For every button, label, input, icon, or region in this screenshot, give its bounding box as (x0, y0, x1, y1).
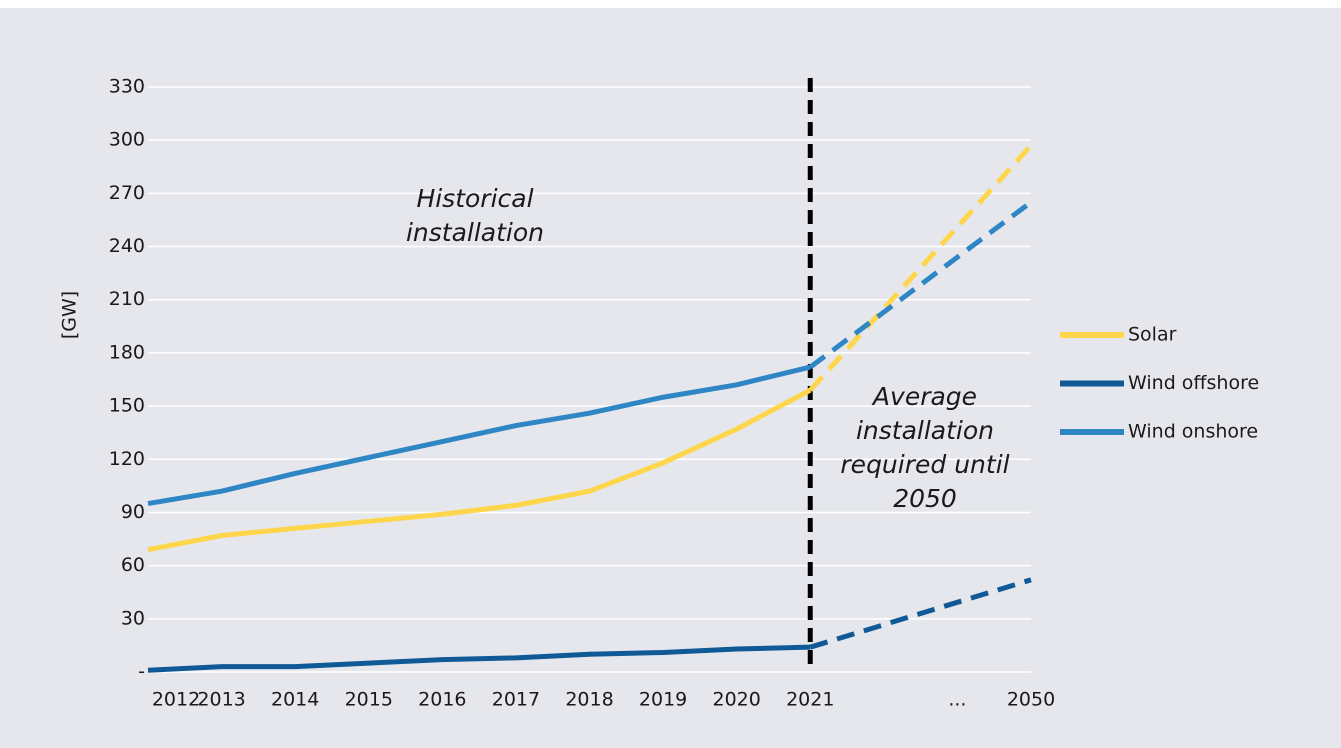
x-tick-label: 2020 (712, 689, 760, 711)
background (0, 8, 1341, 748)
projection-line (808, 200, 1033, 370)
y-tick-label: 210 (109, 288, 145, 310)
annotation: installation (406, 218, 544, 247)
top-strip (0, 0, 1341, 8)
y-tick-label: 60 (121, 554, 145, 576)
y-tick-label: 270 (109, 182, 145, 204)
annotation: 2050 (893, 484, 957, 513)
y-tick-label: 330 (109, 76, 145, 98)
y-tick-label: 240 (109, 235, 145, 257)
x-tick-label: 2017 (492, 689, 540, 711)
series-line (147, 364, 811, 507)
x-tick-label: ... (948, 689, 966, 711)
x-tick-label: 2015 (345, 689, 393, 711)
x-tick-label: 2018 (565, 689, 613, 711)
x-tick-label: 2016 (418, 689, 466, 711)
annotation: Average (871, 382, 977, 411)
y-axis-label: [GW] (59, 291, 81, 339)
x-tick-label: 2014 (271, 689, 319, 711)
legend-label: Wind onshore (1128, 421, 1258, 443)
y-tick-label: - (138, 661, 145, 683)
annotation: Historical (416, 184, 533, 213)
annotation: installation (856, 416, 994, 445)
y-tick-label: 120 (109, 448, 145, 470)
x-tick-label: 2012 (152, 689, 200, 711)
y-tick-label: 150 (109, 395, 145, 417)
y-tick-label: 180 (109, 341, 145, 363)
y-tick-label: 30 (121, 607, 145, 629)
x-tick-label: 2013 (197, 689, 245, 711)
series-line (147, 387, 812, 553)
annotation: required until (840, 450, 1009, 479)
x-tick-label: 2021 (786, 689, 834, 711)
x-tick-label: 2019 (639, 689, 687, 711)
projection-line (809, 577, 1032, 650)
y-tick-label: 90 (121, 501, 145, 523)
y-tick-label: 300 (109, 129, 145, 151)
x-tick-label: 2050 (1007, 689, 1055, 711)
legend-label: Wind offshore (1128, 372, 1259, 394)
series-line (147, 644, 811, 673)
legend-label: Solar (1128, 324, 1177, 346)
